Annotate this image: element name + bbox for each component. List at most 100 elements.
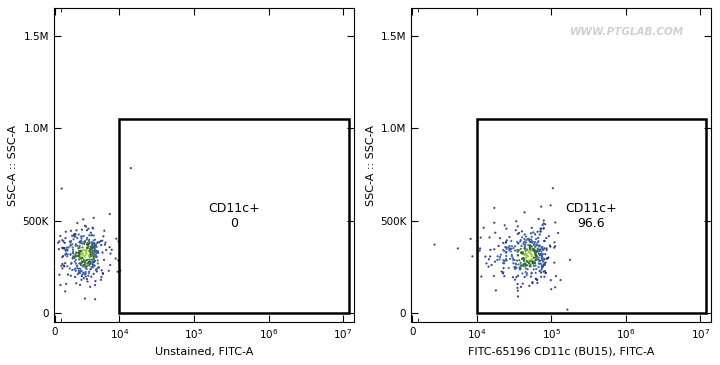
Point: [90, 278, 102, 284]
Point: [496, 269, 508, 274]
Point: [88, 238, 99, 243]
Point: [516, 256, 528, 262]
Point: [73, 268, 84, 274]
Point: [60, 235, 71, 241]
Point: [521, 253, 533, 258]
Point: [509, 277, 521, 283]
Point: [89, 258, 101, 264]
Point: [530, 263, 541, 269]
Point: [536, 264, 548, 269]
Point: [97, 271, 109, 277]
Point: [58, 238, 69, 244]
Point: [519, 246, 531, 251]
Point: [84, 249, 96, 255]
Point: [534, 247, 545, 253]
Point: [505, 246, 516, 251]
Point: [517, 256, 528, 262]
Point: [543, 233, 554, 239]
Point: [519, 238, 531, 244]
Point: [84, 246, 96, 251]
Point: [87, 244, 99, 250]
Point: [99, 228, 110, 234]
Point: [88, 259, 99, 265]
Point: [78, 270, 89, 276]
Point: [465, 236, 477, 242]
Point: [64, 265, 76, 271]
Point: [88, 271, 99, 277]
Point: [71, 253, 83, 259]
Point: [77, 255, 89, 261]
Point: [510, 265, 522, 270]
Point: [540, 260, 552, 265]
Point: [84, 253, 95, 259]
Point: [87, 241, 99, 246]
Point: [81, 242, 93, 247]
Point: [528, 260, 539, 266]
Point: [475, 235, 487, 241]
Point: [79, 239, 91, 245]
Point: [86, 274, 97, 280]
Point: [516, 262, 527, 268]
Point: [513, 247, 525, 253]
Point: [526, 252, 537, 258]
Point: [531, 257, 542, 263]
Point: [539, 262, 551, 268]
Point: [84, 260, 96, 266]
Point: [74, 248, 86, 254]
Point: [539, 251, 551, 257]
Point: [512, 252, 523, 258]
Point: [525, 256, 536, 262]
Point: [61, 264, 73, 269]
Point: [562, 307, 573, 312]
Point: [74, 251, 86, 257]
Point: [75, 269, 86, 274]
Point: [527, 246, 539, 252]
Point: [86, 232, 98, 238]
Point: [66, 241, 78, 247]
Point: [70, 243, 81, 249]
Point: [519, 231, 531, 237]
X-axis label: FITC-65196 CD11c (BU15), FITC-A: FITC-65196 CD11c (BU15), FITC-A: [468, 347, 654, 357]
Point: [482, 264, 494, 270]
Point: [82, 243, 94, 249]
Point: [62, 272, 73, 277]
Point: [536, 255, 547, 261]
Point: [536, 266, 547, 272]
Point: [91, 251, 102, 257]
Text: WWW.PTGLAB.COM: WWW.PTGLAB.COM: [570, 27, 684, 37]
Point: [525, 264, 536, 269]
Point: [82, 245, 94, 251]
Point: [76, 238, 87, 244]
Point: [536, 249, 547, 254]
Point: [66, 228, 77, 234]
Point: [529, 249, 541, 254]
Point: [525, 262, 536, 268]
Point: [91, 249, 102, 255]
Point: [521, 253, 532, 258]
Point: [87, 242, 99, 248]
Point: [512, 253, 523, 258]
Point: [85, 260, 96, 266]
Point: [520, 263, 531, 269]
Point: [500, 253, 512, 259]
Point: [74, 282, 86, 288]
Point: [535, 246, 546, 252]
Point: [79, 253, 91, 259]
Point: [536, 270, 547, 276]
Point: [80, 224, 91, 230]
Point: [503, 245, 514, 251]
Point: [76, 260, 88, 265]
Point: [96, 274, 107, 280]
Point: [91, 248, 102, 254]
Point: [481, 261, 492, 266]
Point: [73, 260, 85, 266]
Point: [77, 259, 89, 265]
Point: [60, 248, 71, 254]
Point: [529, 244, 541, 250]
Point: [84, 249, 95, 254]
Point: [510, 218, 522, 224]
Point: [79, 272, 91, 277]
Point: [89, 257, 100, 263]
Point: [525, 243, 536, 249]
Point: [93, 250, 104, 256]
